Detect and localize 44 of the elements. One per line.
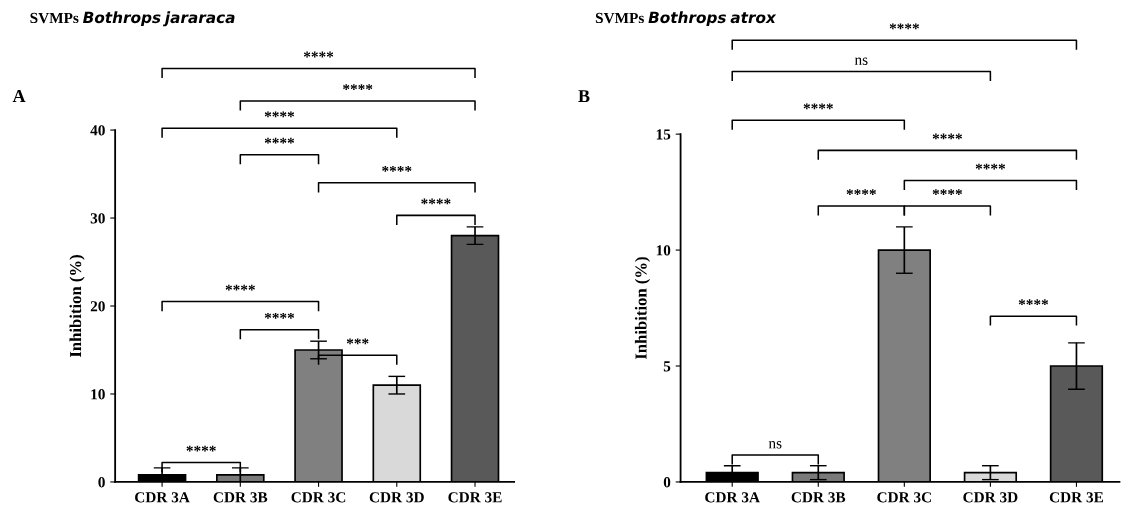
annotation: **** <box>932 189 963 195</box>
y-axis-title: Inhibition (%) <box>634 257 651 360</box>
chart-title: SVMPs Bothrops jararaca <box>30 11 235 27</box>
text: **** <box>803 103 833 110</box>
text: **** <box>303 51 334 58</box>
annotation: **** <box>382 165 412 172</box>
text: A <box>12 90 26 102</box>
y-axis-title: Inhibition (%) <box>69 255 85 358</box>
y-tick-label: 5 <box>663 361 671 372</box>
y-tick-label: 40 <box>90 125 105 136</box>
x-tick-label: CDR 3B <box>791 492 846 503</box>
annotation: **** <box>975 163 1006 170</box>
text: **** <box>264 111 295 118</box>
y-tick-label: 10 <box>656 245 671 256</box>
x-tick-label: CDR 3C <box>877 492 931 503</box>
annotation: **** <box>264 137 295 144</box>
x-tick-label: CDR 3E <box>448 492 502 503</box>
x-tick-label: CDR 3A <box>705 492 760 503</box>
x-tick-label: CDR 3B <box>213 492 268 503</box>
y-tick-label: 20 <box>90 301 105 312</box>
annotation: **** <box>225 284 255 291</box>
text: **** <box>343 84 373 90</box>
text: **** <box>889 23 919 30</box>
y-tick-label: 0 <box>98 477 105 488</box>
y-tick-label: 10 <box>91 389 105 400</box>
text: ns <box>854 57 868 65</box>
annotation: **** <box>264 312 295 319</box>
x-tick-label: CDR 3D <box>963 492 1018 503</box>
x-tick-label: CDR 3E <box>1049 492 1104 503</box>
annotation: **** <box>1018 299 1049 306</box>
annotation: **** <box>932 133 963 140</box>
annotation: ns <box>768 441 782 449</box>
y-tick-label: 30 <box>90 213 105 224</box>
annotation: *** <box>346 338 369 345</box>
y-tick-label: 15 <box>656 129 671 140</box>
annotation: **** <box>421 198 451 205</box>
text: B <box>578 90 590 103</box>
x-tick-label: CDR 3C <box>291 492 346 503</box>
x-tick-label: CDR 3D <box>369 492 424 503</box>
chart-title: SVMPs Bothrops atrox <box>595 11 777 27</box>
annotation: **** <box>846 189 876 195</box>
x-tick-label: CDR 3A <box>135 492 190 503</box>
y-tick-label: 0 <box>663 477 671 488</box>
annotation: **** <box>186 445 216 452</box>
